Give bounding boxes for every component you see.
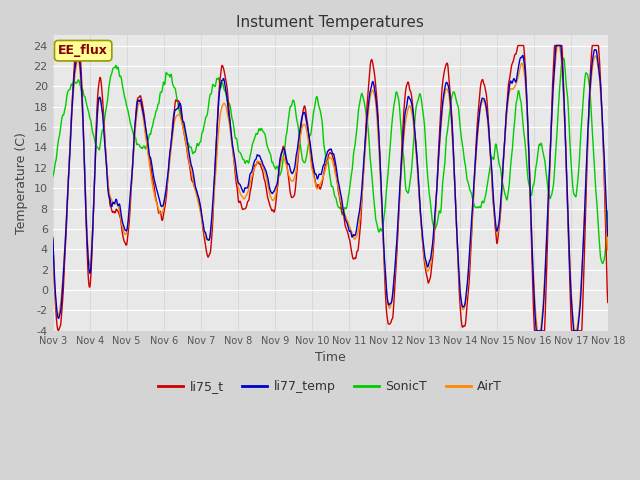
li77_temp xyxy=(49,235,56,240)
li77_temp xyxy=(167,140,175,145)
SonicT xyxy=(49,174,56,180)
li75_t xyxy=(604,300,612,305)
li75_t xyxy=(278,148,286,154)
Title: Instument Temperatures: Instument Temperatures xyxy=(236,15,424,30)
li77_temp xyxy=(278,149,286,155)
AirT xyxy=(49,256,56,262)
Line: SonicT: SonicT xyxy=(52,58,608,264)
li77_temp xyxy=(552,43,560,48)
AirT xyxy=(81,163,88,169)
li77_temp xyxy=(604,233,612,239)
li77_temp xyxy=(257,155,264,161)
SonicT xyxy=(599,261,607,266)
SonicT xyxy=(278,165,286,171)
li77_temp xyxy=(275,164,283,169)
AirT xyxy=(275,168,283,174)
li75_t xyxy=(276,162,284,168)
li75_t xyxy=(531,328,538,334)
Legend: li75_t, li77_temp, SonicT, AirT: li75_t, li77_temp, SonicT, AirT xyxy=(154,375,507,398)
SonicT xyxy=(560,55,568,61)
SonicT xyxy=(167,71,175,77)
li75_t xyxy=(81,174,88,180)
li75_t xyxy=(257,163,264,168)
SonicT xyxy=(275,172,283,178)
SonicT xyxy=(81,94,88,99)
li75_t xyxy=(72,43,80,48)
SonicT xyxy=(604,208,612,214)
AirT xyxy=(534,328,541,334)
AirT xyxy=(428,255,435,261)
AirT xyxy=(604,247,612,253)
li75_t xyxy=(168,138,175,144)
Line: AirT: AirT xyxy=(52,46,608,331)
li77_temp xyxy=(428,249,435,254)
SonicT xyxy=(428,212,435,218)
AirT xyxy=(278,155,286,161)
Y-axis label: Temperature (C): Temperature (C) xyxy=(15,132,28,234)
li77_temp xyxy=(532,328,540,334)
AirT xyxy=(167,146,175,152)
AirT xyxy=(257,159,264,165)
Text: EE_flux: EE_flux xyxy=(58,44,108,57)
AirT xyxy=(554,43,561,48)
Line: li77_temp: li77_temp xyxy=(52,46,608,331)
li75_t xyxy=(49,236,56,241)
li75_t xyxy=(428,262,436,267)
Line: li75_t: li75_t xyxy=(52,46,608,331)
X-axis label: Time: Time xyxy=(315,351,346,364)
li77_temp xyxy=(81,162,88,168)
SonicT xyxy=(257,128,264,133)
